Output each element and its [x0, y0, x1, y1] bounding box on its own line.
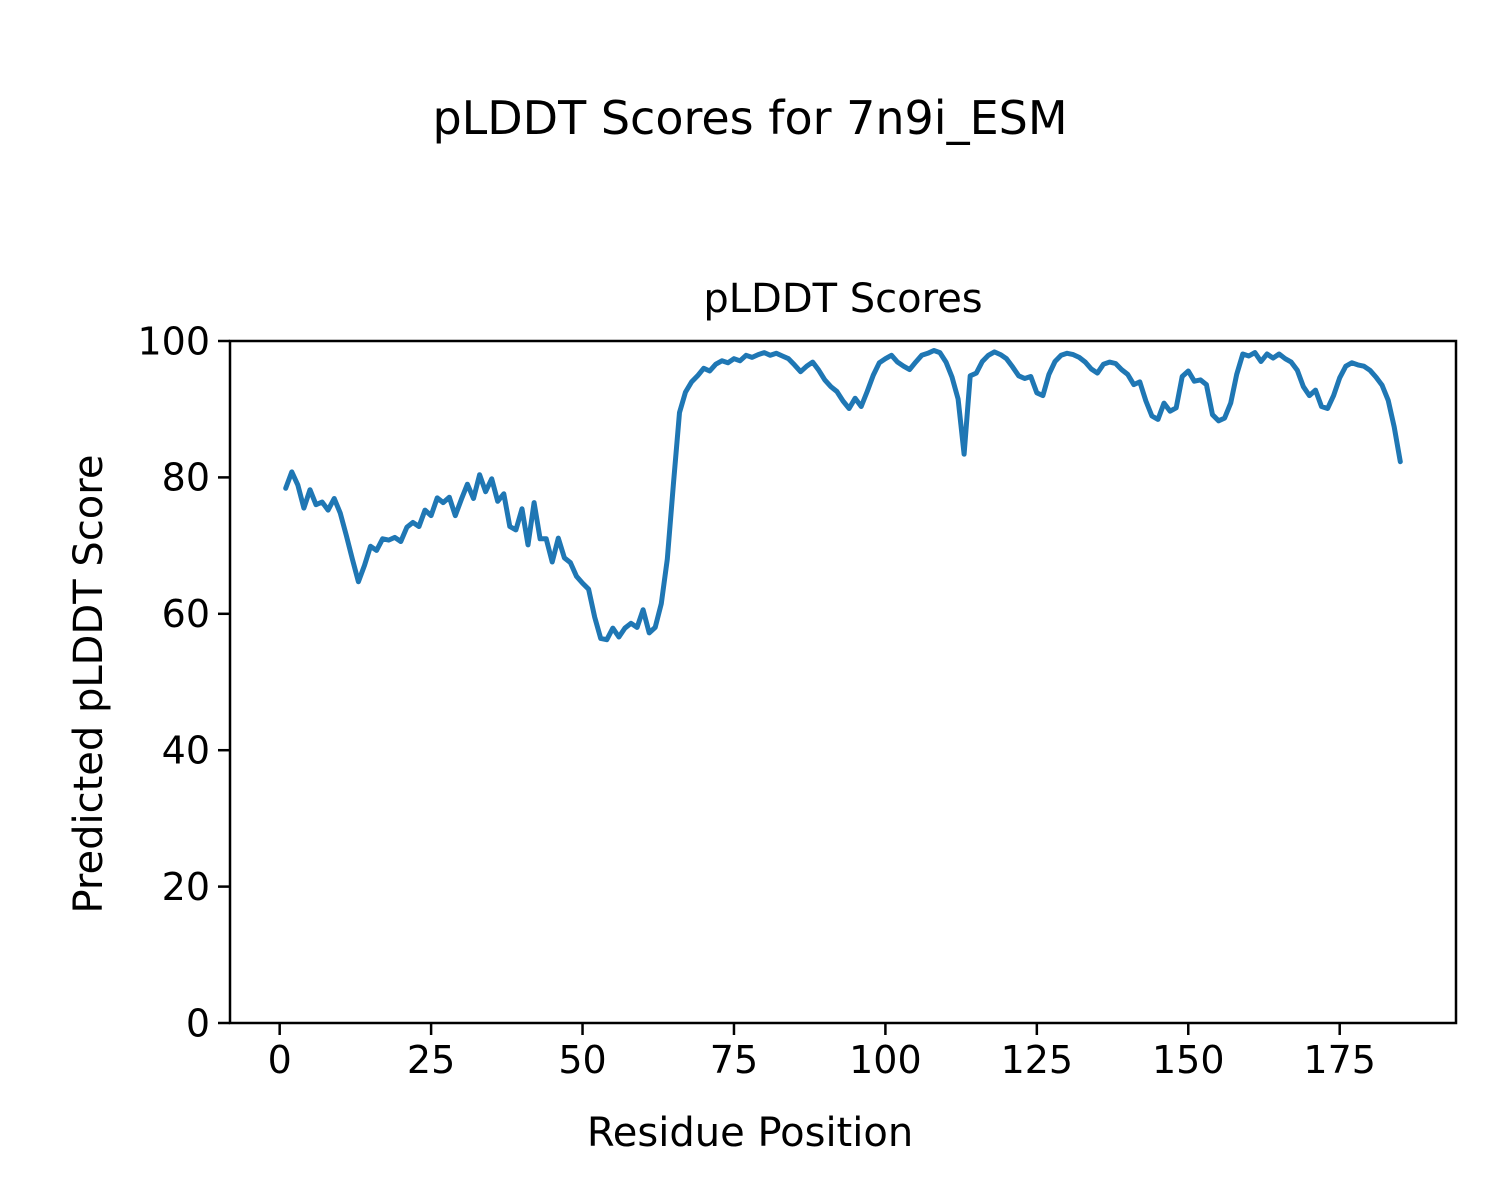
y-tick-label: 100	[137, 319, 210, 363]
x-tick-label: 125	[1001, 1038, 1074, 1082]
y-tick-label: 80	[162, 456, 210, 500]
x-tick-label: 100	[849, 1038, 922, 1082]
y-tick-label: 40	[162, 729, 210, 773]
y-tick-label: 60	[162, 592, 210, 636]
plddt-line	[283, 348, 1403, 643]
x-axis-label: Residue Position	[586, 1110, 914, 1156]
figure-title: pLDDT Scores for 7n9i_ESM	[432, 91, 1068, 145]
y-tick-label: 20	[162, 865, 210, 909]
x-tick-label: 25	[407, 1038, 455, 1082]
axes-title: pLDDT Scores	[703, 276, 983, 322]
x-tick-label: 150	[1152, 1038, 1225, 1082]
y-tick-label: 0	[186, 1001, 210, 1045]
x-tick-label: 75	[710, 1038, 758, 1082]
x-tick-label: 0	[268, 1038, 292, 1082]
plot-spines	[228, 339, 1458, 1025]
x-tick-label: 50	[558, 1038, 606, 1082]
x-tick-label: 175	[1303, 1038, 1376, 1082]
